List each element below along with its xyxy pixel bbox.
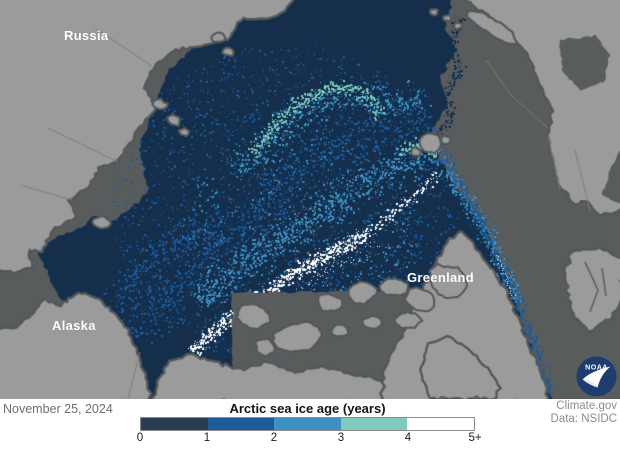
map-label-russia: Russia	[64, 28, 109, 43]
legend-title: Arctic sea ice age (years)	[229, 401, 386, 416]
arctic-map-canvas	[0, 0, 620, 399]
noaa-logo: NOAA	[576, 356, 617, 397]
legend-footer: November 25, 2024 Arctic sea ice age (ye…	[0, 399, 620, 450]
noaa-logo-icon: NOAA	[576, 356, 617, 397]
colorbar-tick-labels: 0 1 2 3 4 5+	[136, 432, 482, 448]
svg-text:NOAA: NOAA	[585, 363, 608, 372]
colorbar-segment-4-5+	[407, 418, 474, 430]
colorbar-segment-3-4	[340, 418, 408, 430]
colorbar-segment-1-2	[207, 418, 275, 430]
ice-age-colorbar	[140, 417, 475, 431]
colorbar-tick-2: 2	[270, 432, 278, 444]
colorbar-tick-0: 0	[136, 432, 144, 444]
map-label-alaska: Alaska	[52, 318, 96, 333]
map-area: Russia Alaska Greenland NOAA	[0, 0, 620, 399]
colorbar-tick-3: 3	[337, 432, 345, 444]
credits: Climate.gov Data: NSIDC	[551, 400, 617, 426]
colorbar-segment-2-3	[274, 418, 341, 430]
colorbar-tick-5+: 5+	[468, 432, 482, 444]
colorbar-tick-1: 1	[203, 432, 211, 444]
credit-data-nsidc: Data: NSIDC	[550, 413, 617, 425]
date-label: November 25, 2024	[3, 402, 113, 416]
colorbar-tick-4: 4	[404, 432, 412, 444]
credit-climate-gov: Climate.gov	[556, 400, 617, 412]
map-label-greenland: Greenland	[407, 270, 474, 285]
colorbar-segment-0-1	[141, 418, 208, 430]
